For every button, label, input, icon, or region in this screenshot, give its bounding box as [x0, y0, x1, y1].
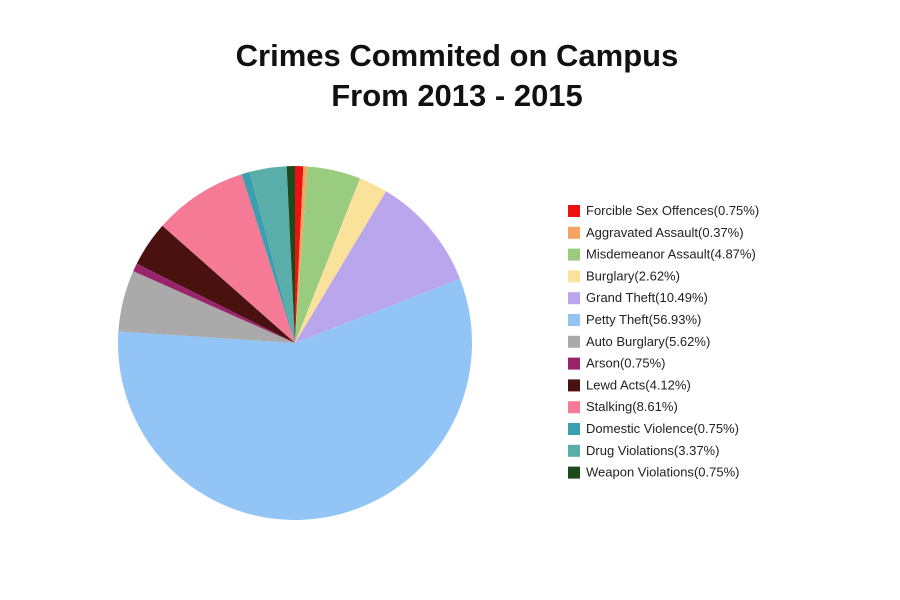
legend: Forcible Sex Offences(0.75%)Aggravated A… [568, 203, 759, 480]
legend-category: Auto Burglary [586, 334, 665, 349]
legend-label: Petty Theft(56.93%) [586, 312, 701, 327]
legend-value: (0.75%) [714, 203, 760, 218]
legend-category: Lewd Acts [586, 378, 646, 393]
legend-label: Domestic Violence(0.75%) [586, 421, 739, 436]
legend-value: (5.62%) [665, 334, 711, 349]
legend-value: (4.12%) [645, 378, 691, 393]
legend-label: Lewd Acts(4.12%) [586, 378, 691, 393]
legend-category: Domestic Violence [586, 421, 693, 436]
legend-category: Petty Theft [586, 312, 649, 327]
pie-slice [295, 191, 460, 343]
legend-value: (0.75%) [620, 356, 666, 371]
legend-value: (10.49%) [655, 291, 708, 306]
legend-value: (4.87%) [710, 247, 756, 262]
legend-label: Grand Theft(10.49%) [586, 291, 708, 306]
pie-slice [133, 263, 295, 343]
legend-swatch [568, 444, 580, 457]
legend-category: Stalking [586, 400, 632, 415]
legend-value: (8.61%) [632, 400, 678, 415]
legend-value: (3.37%) [674, 443, 720, 458]
chart-title: Crimes Commited on Campus [236, 38, 679, 73]
legend-swatch [568, 335, 580, 348]
pie-slice [162, 174, 295, 343]
legend-swatch [568, 357, 580, 370]
legend-value: (2.62%) [634, 269, 680, 284]
legend-category: Burglary [586, 269, 635, 284]
legend-label: Drug Violations(3.37%) [586, 443, 719, 458]
legend-label: Arson(0.75%) [586, 356, 666, 371]
legend-category: Forcible Sex Offences [586, 203, 714, 218]
legend-swatch [568, 226, 580, 239]
legend-swatch [568, 401, 580, 414]
legend-label: Auto Burglary(5.62%) [586, 334, 710, 349]
pie-slice [136, 225, 295, 343]
pie-slice [118, 271, 295, 343]
legend-swatch [568, 248, 580, 261]
legend-label: Stalking(8.61%) [586, 400, 678, 415]
legend-label: Weapon Violations(0.75%) [586, 465, 739, 480]
pie-slice [117, 278, 473, 521]
pie-slice [241, 171, 295, 343]
pie [117, 166, 473, 521]
legend-label: Burglary(2.62%) [586, 269, 680, 284]
legend-value: (0.37%) [698, 225, 744, 240]
legend-label: Aggravated Assault(0.37%) [586, 225, 744, 240]
legend-category: Weapon Violations [586, 465, 694, 480]
legend-category: Drug Violations [586, 443, 674, 458]
legend-swatch [568, 270, 580, 283]
pie-slice [295, 178, 387, 343]
pie-slice [286, 166, 295, 343]
legend-swatch [568, 466, 580, 479]
legend-value: (0.75%) [693, 421, 739, 436]
legend-value: (56.93%) [649, 312, 702, 327]
pie-slice [295, 166, 304, 343]
legend-category: Misdemeanor Assault [586, 247, 711, 262]
legend-value: (0.75%) [694, 465, 740, 480]
legend-category: Arson [586, 356, 620, 371]
legend-category: Grand Theft [586, 291, 656, 306]
pie-slice [295, 166, 308, 343]
pie-slice [295, 166, 361, 343]
legend-label: Misdemeanor Assault(4.87%) [586, 247, 756, 262]
pie-slice [249, 166, 295, 343]
legend-swatch [568, 314, 580, 326]
legend-category: Aggravated Assault [586, 225, 698, 240]
chart-subtitle: From 2013 - 2015 [331, 78, 583, 113]
legend-label: Forcible Sex Offences(0.75%) [586, 203, 759, 218]
legend-swatch [568, 423, 580, 435]
legend-swatch [568, 292, 580, 305]
legend-swatch [568, 379, 580, 392]
legend-swatch [568, 205, 580, 217]
